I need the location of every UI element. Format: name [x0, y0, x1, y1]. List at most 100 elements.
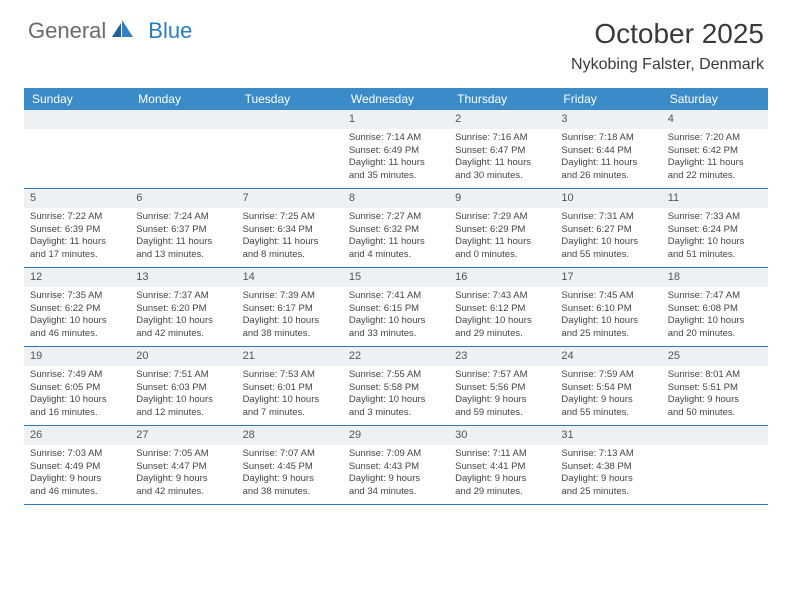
- day-line: Sunrise: 7:33 AM: [668, 211, 762, 224]
- day-line: and 8 minutes.: [243, 249, 337, 262]
- day-line: Sunrise: 7:25 AM: [243, 211, 337, 224]
- day-line: Sunset: 4:45 PM: [243, 461, 337, 474]
- day-header-mon: Monday: [130, 88, 236, 110]
- day-line: Sunset: 6:03 PM: [136, 382, 230, 395]
- day-line: Daylight: 10 hours: [30, 394, 124, 407]
- day-line: Daylight: 10 hours: [30, 315, 124, 328]
- day-body: [237, 129, 343, 136]
- day-cell: 28Sunrise: 7:07 AMSunset: 4:45 PMDayligh…: [237, 426, 343, 504]
- day-body: Sunrise: 7:07 AMSunset: 4:45 PMDaylight:…: [237, 445, 343, 503]
- day-cell: 21Sunrise: 7:53 AMSunset: 6:01 PMDayligh…: [237, 347, 343, 425]
- day-body: Sunrise: 7:27 AMSunset: 6:32 PMDaylight:…: [343, 208, 449, 266]
- day-number: 23: [449, 347, 555, 366]
- day-line: Daylight: 9 hours: [243, 473, 337, 486]
- day-line: and 55 minutes.: [561, 407, 655, 420]
- week-row: 19Sunrise: 7:49 AMSunset: 6:05 PMDayligh…: [24, 347, 768, 426]
- day-line: and 12 minutes.: [136, 407, 230, 420]
- day-line: Sunset: 6:39 PM: [30, 224, 124, 237]
- day-body: Sunrise: 7:57 AMSunset: 5:56 PMDaylight:…: [449, 366, 555, 424]
- day-line: Sunset: 6:32 PM: [349, 224, 443, 237]
- day-number: 10: [555, 189, 661, 208]
- week-row: 1Sunrise: 7:14 AMSunset: 6:49 PMDaylight…: [24, 110, 768, 189]
- day-cell: 13Sunrise: 7:37 AMSunset: 6:20 PMDayligh…: [130, 268, 236, 346]
- day-line: Sunrise: 7:24 AM: [136, 211, 230, 224]
- day-number: 18: [662, 268, 768, 287]
- day-number: 11: [662, 189, 768, 208]
- day-number: [662, 426, 768, 445]
- day-line: Sunrise: 7:07 AM: [243, 448, 337, 461]
- day-body: Sunrise: 7:14 AMSunset: 6:49 PMDaylight:…: [343, 129, 449, 187]
- day-line: Sunrise: 7:14 AM: [349, 132, 443, 145]
- day-header-wed: Wednesday: [343, 88, 449, 110]
- day-line: Sunset: 6:15 PM: [349, 303, 443, 316]
- day-number: 31: [555, 426, 661, 445]
- month-title: October 2025: [571, 18, 764, 50]
- day-line: and 16 minutes.: [30, 407, 124, 420]
- day-line: Daylight: 10 hours: [349, 394, 443, 407]
- day-line: Sunset: 5:51 PM: [668, 382, 762, 395]
- day-line: Sunset: 6:08 PM: [668, 303, 762, 316]
- weeks-container: 1Sunrise: 7:14 AMSunset: 6:49 PMDaylight…: [24, 110, 768, 505]
- day-line: Sunset: 5:56 PM: [455, 382, 549, 395]
- day-line: Sunrise: 7:05 AM: [136, 448, 230, 461]
- day-cell: 3Sunrise: 7:18 AMSunset: 6:44 PMDaylight…: [555, 110, 661, 188]
- day-line: Sunset: 6:47 PM: [455, 145, 549, 158]
- day-cell: 5Sunrise: 7:22 AMSunset: 6:39 PMDaylight…: [24, 189, 130, 267]
- day-line: Sunset: 6:49 PM: [349, 145, 443, 158]
- day-line: Daylight: 9 hours: [136, 473, 230, 486]
- day-number: 7: [237, 189, 343, 208]
- day-cell: 16Sunrise: 7:43 AMSunset: 6:12 PMDayligh…: [449, 268, 555, 346]
- day-number: 24: [555, 347, 661, 366]
- day-line: and 0 minutes.: [455, 249, 549, 262]
- day-cell: 27Sunrise: 7:05 AMSunset: 4:47 PMDayligh…: [130, 426, 236, 504]
- day-line: Sunset: 6:22 PM: [30, 303, 124, 316]
- day-cell: 7Sunrise: 7:25 AMSunset: 6:34 PMDaylight…: [237, 189, 343, 267]
- day-body: Sunrise: 8:01 AMSunset: 5:51 PMDaylight:…: [662, 366, 768, 424]
- day-line: Daylight: 10 hours: [561, 315, 655, 328]
- day-line: Daylight: 9 hours: [30, 473, 124, 486]
- day-body: [24, 129, 130, 136]
- location: Nykobing Falster, Denmark: [571, 56, 764, 74]
- title-block: October 2025 Nykobing Falster, Denmark: [571, 18, 764, 74]
- day-cell: 12Sunrise: 7:35 AMSunset: 6:22 PMDayligh…: [24, 268, 130, 346]
- day-body: Sunrise: 7:09 AMSunset: 4:43 PMDaylight:…: [343, 445, 449, 503]
- day-line: and 35 minutes.: [349, 170, 443, 183]
- day-cell: 14Sunrise: 7:39 AMSunset: 6:17 PMDayligh…: [237, 268, 343, 346]
- day-line: Sunrise: 7:31 AM: [561, 211, 655, 224]
- day-number: 16: [449, 268, 555, 287]
- day-cell: [662, 426, 768, 504]
- day-line: Sunset: 6:44 PM: [561, 145, 655, 158]
- day-line: Sunrise: 7:16 AM: [455, 132, 549, 145]
- day-line: and 4 minutes.: [349, 249, 443, 262]
- day-line: and 7 minutes.: [243, 407, 337, 420]
- day-number: 1: [343, 110, 449, 129]
- day-line: Daylight: 10 hours: [561, 236, 655, 249]
- day-number: 13: [130, 268, 236, 287]
- day-line: Sunrise: 7:49 AM: [30, 369, 124, 382]
- day-cell: 6Sunrise: 7:24 AMSunset: 6:37 PMDaylight…: [130, 189, 236, 267]
- day-line: Daylight: 11 hours: [243, 236, 337, 249]
- day-line: and 50 minutes.: [668, 407, 762, 420]
- day-line: Sunrise: 7:47 AM: [668, 290, 762, 303]
- day-number: 8: [343, 189, 449, 208]
- day-cell: 8Sunrise: 7:27 AMSunset: 6:32 PMDaylight…: [343, 189, 449, 267]
- day-line: and 51 minutes.: [668, 249, 762, 262]
- day-line: Sunset: 6:01 PM: [243, 382, 337, 395]
- day-line: Sunset: 6:05 PM: [30, 382, 124, 395]
- day-line: Sunset: 4:47 PM: [136, 461, 230, 474]
- day-body: Sunrise: 7:25 AMSunset: 6:34 PMDaylight:…: [237, 208, 343, 266]
- day-line: and 17 minutes.: [30, 249, 124, 262]
- day-line: Sunset: 6:42 PM: [668, 145, 762, 158]
- day-line: Sunrise: 7:53 AM: [243, 369, 337, 382]
- day-line: Sunrise: 7:51 AM: [136, 369, 230, 382]
- day-cell: 10Sunrise: 7:31 AMSunset: 6:27 PMDayligh…: [555, 189, 661, 267]
- week-row: 12Sunrise: 7:35 AMSunset: 6:22 PMDayligh…: [24, 268, 768, 347]
- day-header-sat: Saturday: [662, 88, 768, 110]
- day-body: Sunrise: 7:05 AMSunset: 4:47 PMDaylight:…: [130, 445, 236, 503]
- day-line: Daylight: 10 hours: [243, 315, 337, 328]
- day-number: 14: [237, 268, 343, 287]
- day-body: Sunrise: 7:37 AMSunset: 6:20 PMDaylight:…: [130, 287, 236, 345]
- day-cell: 15Sunrise: 7:41 AMSunset: 6:15 PMDayligh…: [343, 268, 449, 346]
- day-cell: 17Sunrise: 7:45 AMSunset: 6:10 PMDayligh…: [555, 268, 661, 346]
- day-header-thu: Thursday: [449, 88, 555, 110]
